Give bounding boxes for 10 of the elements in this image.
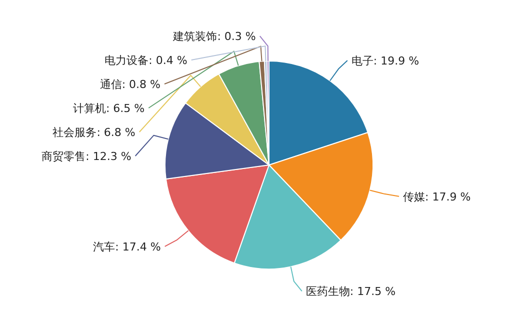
slice-label: 建筑装饰: 0.3 % <box>172 30 256 44</box>
slice-label: 电子: 19.9 % <box>351 54 420 68</box>
slice-label: 商贸零售: 12.3 % <box>42 150 132 164</box>
slice-label: 医药生物: 17.5 % <box>306 285 396 298</box>
slice-label: 传媒: 17.9 % <box>403 190 471 204</box>
slice-label: 社会服务: 6.8 % <box>52 126 136 140</box>
slice-label: 计算机: 6.5 % <box>72 102 145 116</box>
slice-label: 电力设备: 0.4 % <box>104 54 188 68</box>
slice-label: 通信: 0.8 % <box>100 78 160 92</box>
slice-label: 汽车: 17.4 % <box>93 240 161 254</box>
